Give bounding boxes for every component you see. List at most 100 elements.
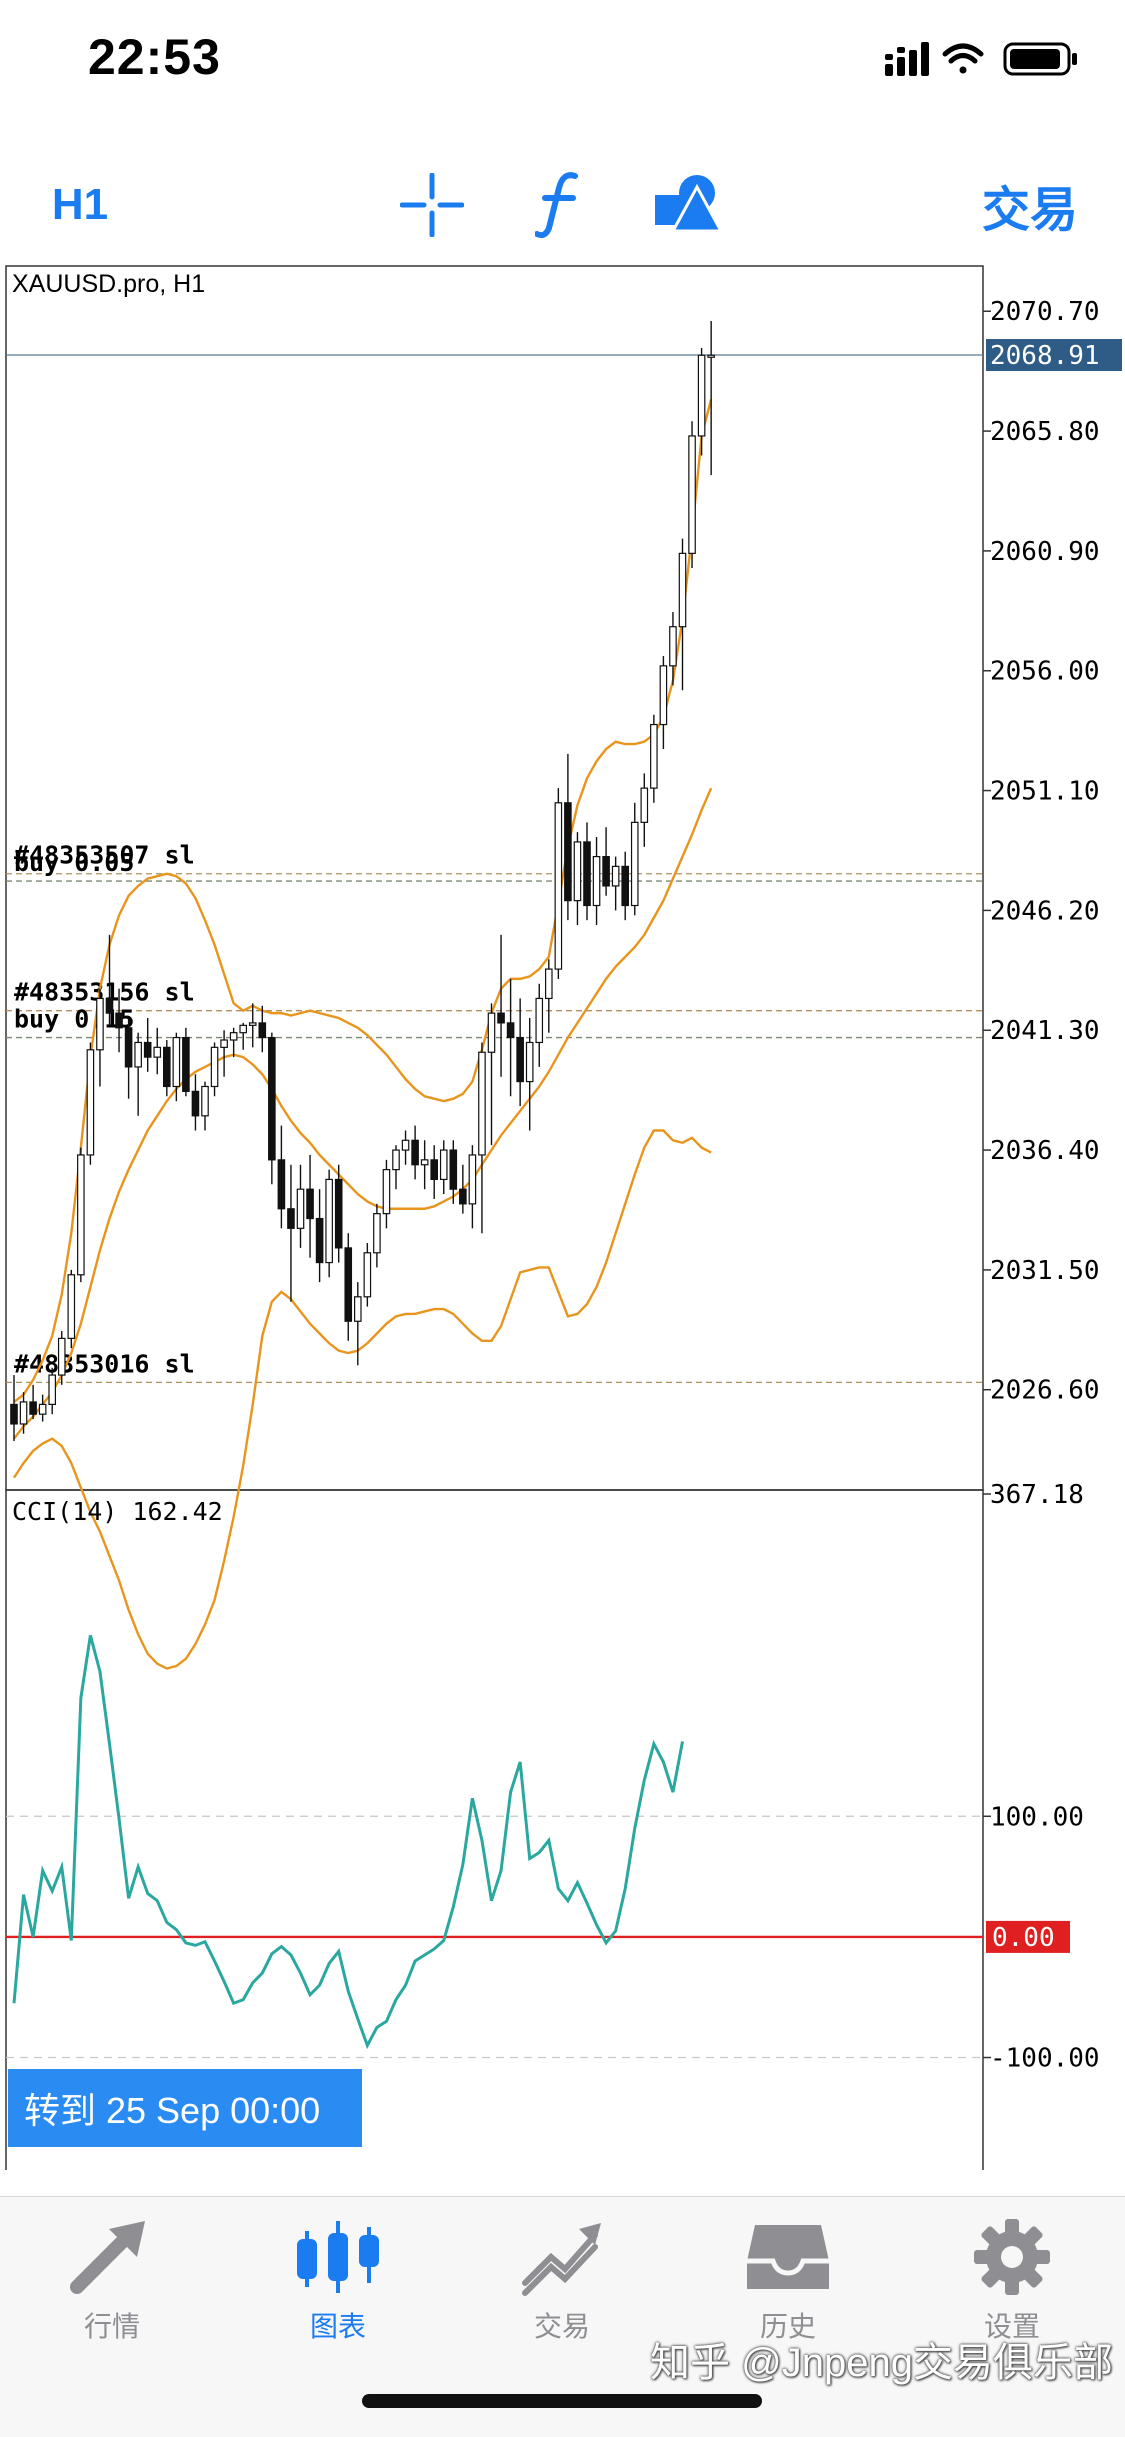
- bear-candle: [621, 865, 630, 907]
- bull-candle: [19, 1401, 28, 1425]
- bull-candle: [659, 665, 668, 726]
- indicators-button[interactable]: [520, 150, 600, 260]
- bull-candle: [544, 968, 553, 1000]
- bull-candle: [554, 802, 563, 970]
- bear-candle: [191, 1090, 200, 1117]
- tab-history-label: 历史: [759, 2311, 816, 2342]
- bull-candle: [57, 1337, 66, 1376]
- bull-candle: [296, 1188, 305, 1229]
- trade-button[interactable]: 交易: [981, 184, 1078, 237]
- bear-candle: [564, 802, 572, 902]
- bull-candle: [373, 1213, 381, 1254]
- cci-tick-label: 367.18: [990, 1480, 1084, 1510]
- bull-candle: [201, 1085, 209, 1117]
- crosshair-icon: [400, 173, 464, 237]
- bull-candle: [592, 856, 601, 907]
- price-tick-label: 2041.30: [990, 1016, 1100, 1046]
- price-tick-label: 2060.90: [990, 537, 1100, 567]
- bull-candle: [210, 1046, 219, 1088]
- tab-chart[interactable]: 图表: [268, 2217, 408, 2367]
- cci-zero-badge: [986, 1920, 1070, 1953]
- bear-candle: [105, 997, 114, 1014]
- tab-history[interactable]: 历史: [718, 2217, 858, 2367]
- tab-trade[interactable]: 交易: [492, 2217, 632, 2367]
- tab-trade-label: 交易: [533, 2311, 590, 2342]
- timeframe-button[interactable]: H1: [51, 180, 109, 229]
- current-price-label: 2068.91: [990, 341, 1100, 371]
- bear-candle: [497, 1012, 505, 1024]
- crosshair-button[interactable]: [392, 150, 472, 260]
- bear-candle: [411, 1139, 419, 1166]
- stop-loss-label: #48353156 sl: [14, 978, 195, 1007]
- price-tick-label: 2056.00: [990, 657, 1100, 687]
- objects-button[interactable]: [648, 150, 728, 260]
- bull-candle: [172, 1036, 181, 1088]
- candlestick-icon: [297, 2221, 379, 2293]
- price-tick-label: 2036.40: [990, 1136, 1100, 1166]
- status-bar: 22:53: [0, 0, 1125, 120]
- bear-candle: [124, 1027, 133, 1068]
- bull-candle: [134, 1041, 142, 1068]
- stop-loss-label: #48353507 sl: [14, 841, 195, 870]
- bull-candle: [363, 1252, 372, 1298]
- bollinger-lower-line: [12, 1129, 712, 1670]
- tab-quotes[interactable]: 行情: [42, 2217, 182, 2367]
- bear-candle: [143, 1041, 152, 1058]
- bull-candle: [697, 354, 706, 437]
- gear-icon: [974, 2219, 1050, 2295]
- bull-candle: [487, 1012, 496, 1053]
- bear-candle: [449, 1149, 458, 1190]
- bull-candle: [669, 626, 677, 667]
- bear-candle: [315, 1217, 324, 1264]
- bear-candle: [287, 1208, 295, 1229]
- bear-candle: [10, 1403, 18, 1425]
- bull-candle: [688, 435, 696, 554]
- watermark: 知乎 @Jnpeng交易俱乐部: [650, 2341, 1113, 2385]
- bull-candle: [229, 1032, 238, 1041]
- bull-candle: [77, 1154, 85, 1276]
- inbox-icon: [747, 2225, 829, 2289]
- bull-candle: [439, 1149, 448, 1181]
- bull-candle: [86, 1049, 95, 1156]
- bull-candle: [420, 1159, 429, 1166]
- cci-tick-label: 100.00: [990, 1802, 1084, 1832]
- price-tick-label: 2026.60: [990, 1376, 1100, 1406]
- status-time: 22:53: [88, 29, 221, 85]
- chart-toolbar: H1 交易: [0, 150, 1125, 260]
- tab-quotes-label: 行情: [83, 2311, 140, 2342]
- bear-candle: [430, 1159, 439, 1181]
- bull-candle: [535, 997, 544, 1044]
- bull-candle: [401, 1139, 410, 1151]
- chart-canvas[interactable]: XAUUSD.pro, H1 2070.70 2065.80 2060.90 2056.…: [0, 262, 1125, 2399]
- bear-candle: [583, 841, 591, 907]
- bollinger-upper-line: [13, 398, 713, 1403]
- chart-area[interactable]: XAUUSD.pro, H1 2070.70 2065.80 2060.90 2056.…: [0, 262, 1125, 2399]
- indicator-label: CCI(14) 162.42: [12, 1497, 223, 1526]
- price-tick-label: 2070.70: [990, 297, 1100, 327]
- order-label: buy 0.15: [14, 1005, 134, 1034]
- price-tick-label: 2031.50: [990, 1256, 1100, 1286]
- bear-candle: [182, 1036, 190, 1092]
- bull-candle: [630, 821, 639, 907]
- cci-line: [12, 1634, 684, 2050]
- trend-arrow-icon: [70, 2221, 145, 2294]
- bull-candle: [67, 1274, 76, 1339]
- tab-settings[interactable]: 设置: [942, 2217, 1082, 2367]
- bear-candle: [268, 1036, 276, 1161]
- bull-candle: [478, 1051, 486, 1156]
- bull-candle: [248, 1022, 257, 1026]
- goto-date-button[interactable]: 转到 25 Sep 00:00: [8, 2069, 362, 2147]
- trade-chart-icon: [522, 2223, 601, 2296]
- bull-candle: [525, 1041, 534, 1083]
- bear-candle: [516, 1036, 524, 1083]
- bear-candle: [506, 1022, 515, 1039]
- bull-candle: [392, 1149, 400, 1171]
- bear-candle: [277, 1159, 286, 1210]
- cci-tick-label: 0.00: [992, 1923, 1055, 1953]
- bull-candle: [354, 1296, 362, 1322]
- bull-candle: [611, 865, 620, 887]
- price-tick-label: 2065.80: [990, 417, 1100, 447]
- order-label: buy 0.05: [14, 848, 134, 877]
- shapes-icon: [655, 175, 723, 233]
- wifi-icon: [942, 43, 984, 74]
